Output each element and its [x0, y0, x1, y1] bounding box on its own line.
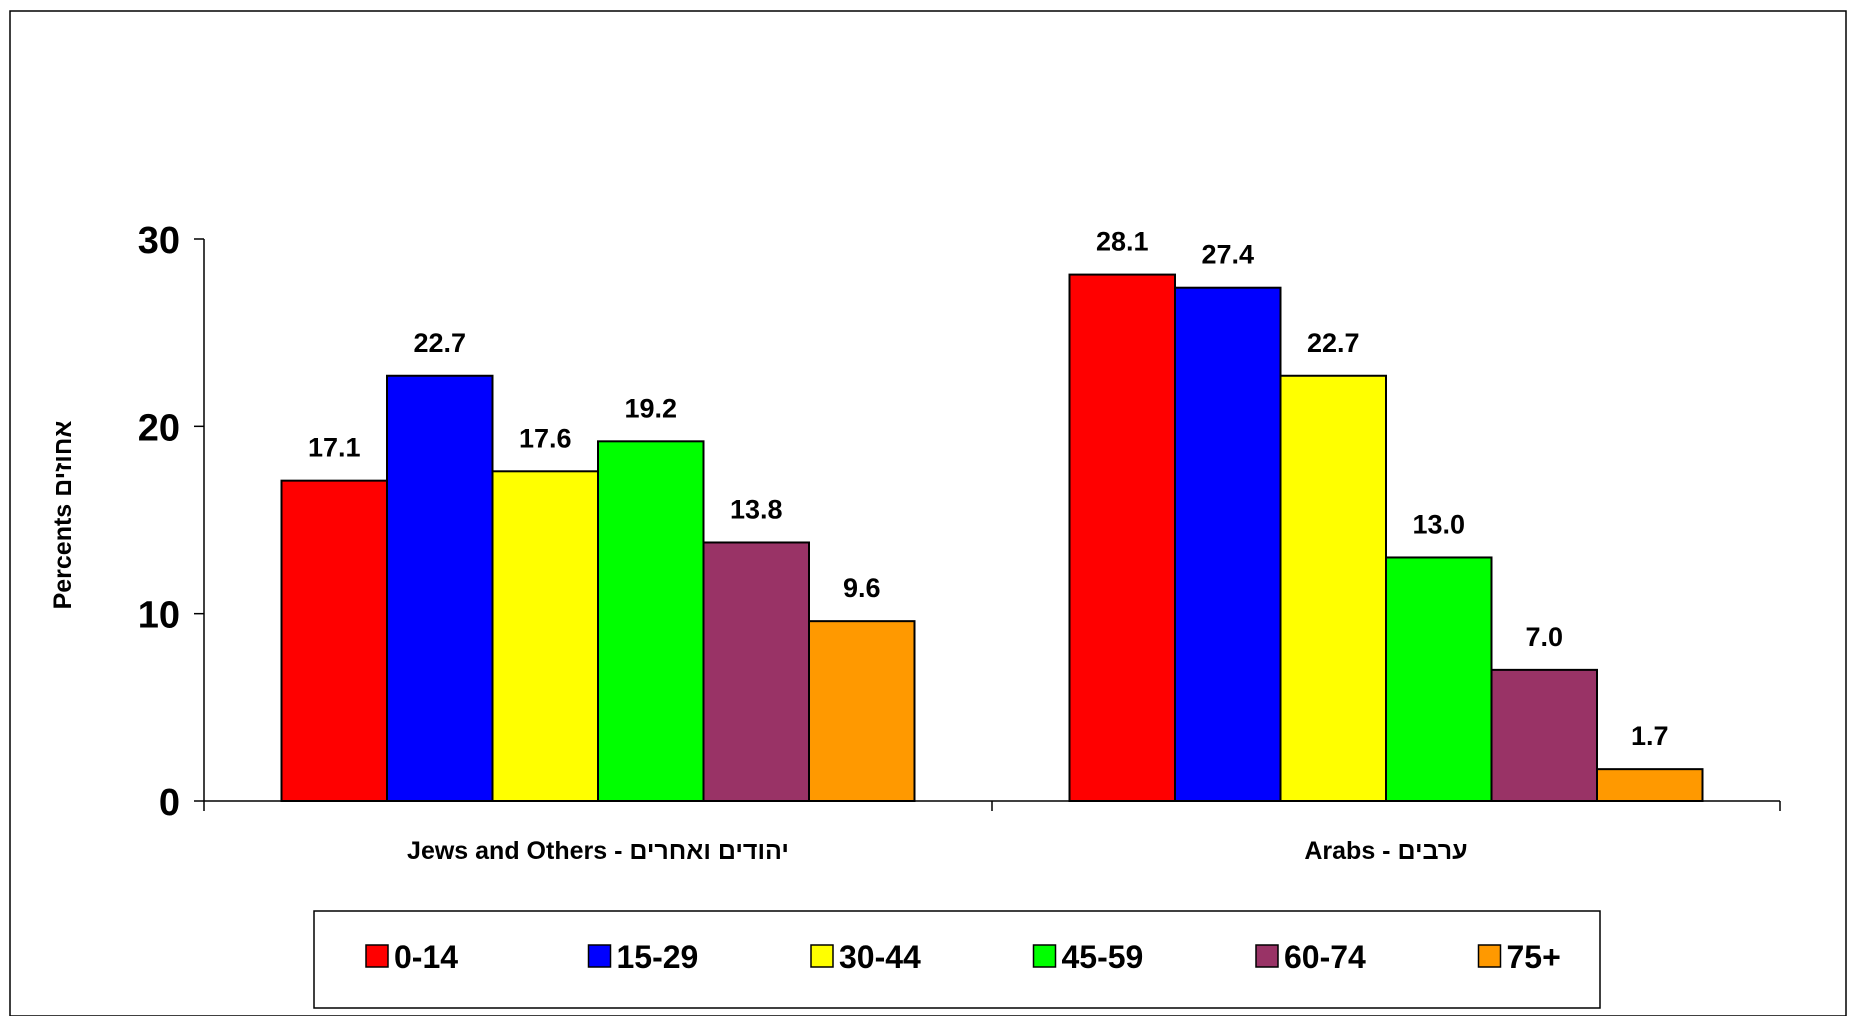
data-label: 13.8 [730, 494, 783, 524]
legend-label: 0-14 [394, 939, 458, 975]
bar-60-74 [702, 541, 810, 802]
bar-60-74 [1490, 668, 1598, 802]
bar-75+ [808, 620, 916, 802]
data-labels: 17.1 22.7 17.6 19.2 13.8 9.6 28.1 27.4 22.7 13.0 7… [308, 227, 1669, 752]
category-label: Jews and Others - יהודים ואחרים [407, 837, 789, 865]
bar-30-44 [491, 470, 599, 802]
legend-swatch-60-74 [1255, 944, 1279, 968]
legend-swatch-15-29 [587, 944, 612, 968]
bar-15-29 [1174, 286, 1282, 802]
bar-75+ [1596, 768, 1704, 802]
data-label: 28.1 [1096, 227, 1149, 257]
data-label: 22.7 [1307, 328, 1360, 358]
bar-0-14 [280, 479, 388, 802]
y-tick-label: 30 [138, 220, 180, 262]
data-label: 19.2 [624, 393, 677, 423]
legend-swatch-75+ [1477, 944, 1502, 968]
bar-45-59 [597, 440, 705, 802]
data-label: 9.6 [843, 573, 881, 603]
bars [280, 273, 1704, 803]
legend-label: 15-29 [617, 939, 699, 975]
bar-30-44 [1279, 374, 1387, 802]
y-axis-label: Percents אחוזים [49, 421, 77, 610]
legend-box [313, 910, 1601, 1009]
y-tick-label: 10 [138, 595, 180, 637]
data-label: 17.1 [308, 433, 361, 463]
data-label: 27.4 [1201, 240, 1254, 270]
bar-15-29 [386, 374, 494, 802]
category-label: Arabs - ערבים [1304, 837, 1467, 865]
legend: 0-14 15-29 30-44 45-59 60-74 75+ [313, 910, 1601, 1009]
legend-swatch-30-44 [810, 944, 834, 968]
data-label: 17.6 [519, 423, 572, 453]
bar-45-59 [1385, 556, 1493, 803]
legend-swatch-45-59 [1032, 944, 1057, 968]
legend-label: 60-74 [1284, 939, 1366, 975]
bar-0-14 [1068, 273, 1176, 802]
y-tick-label: 20 [138, 407, 180, 449]
legend-label: 45-59 [1062, 939, 1144, 975]
data-label: 22.7 [413, 328, 466, 358]
y-tick-label: 0 [159, 782, 180, 824]
data-label: 1.7 [1631, 721, 1669, 751]
legend-label: 75+ [1507, 939, 1561, 975]
data-label: 7.0 [1525, 622, 1563, 652]
data-label: 13.0 [1412, 509, 1465, 539]
legend-swatch-0-14 [365, 944, 389, 968]
legend-label: 30-44 [839, 939, 921, 975]
